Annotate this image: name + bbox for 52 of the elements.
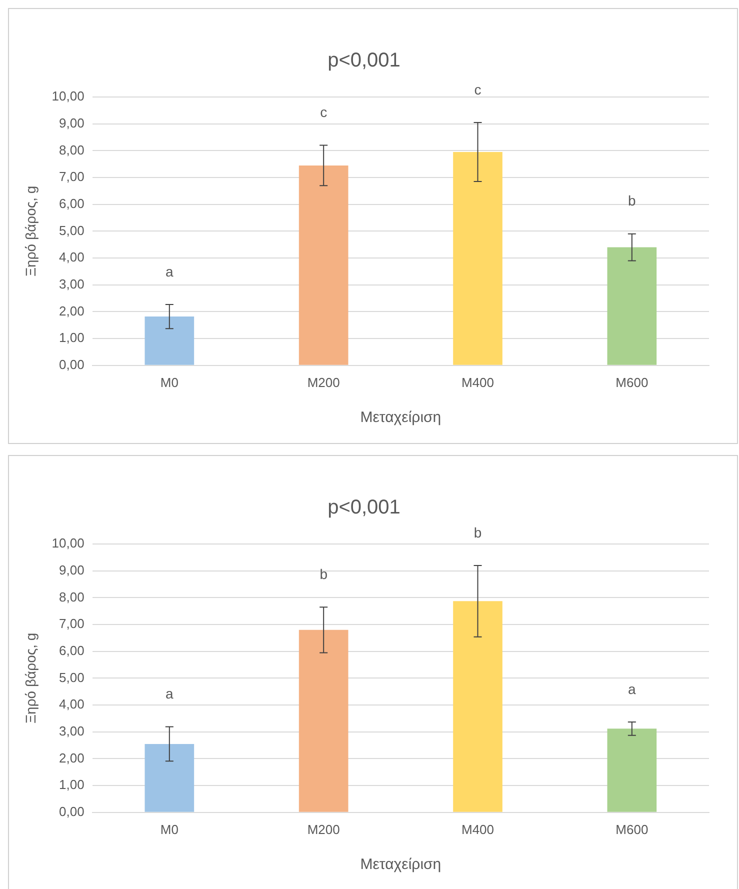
chart-title: p<0,001 [328,496,400,519]
bar [298,630,348,812]
y-tick-label: 1,00 [59,777,84,792]
y-tick-label: 10,00 [52,88,84,104]
annotation: c [320,104,328,120]
x-axis-title: Μεταχείριση [360,409,442,426]
y-tick-label: 1,00 [59,330,84,346]
annotation: a [628,680,636,697]
y-tick-label: 7,00 [59,616,84,632]
x-tick-label: M600 [616,374,648,390]
y-tick-label: 0,00 [59,356,84,372]
x-tick-label: M200 [307,822,340,837]
y-tick-label: 8,00 [59,142,84,158]
y-tick-label: 9,00 [59,562,84,578]
x-tick-label: M600 [616,822,648,837]
x-tick-label: M200 [307,374,340,390]
x-tick-label: M0 [160,822,178,837]
x-axis-title: Μεταχείριση [360,856,442,874]
annotation: c [474,81,482,98]
y-tick-label: 2,00 [59,303,84,318]
annotation: a [166,263,174,280]
x-tick-label: M0 [160,374,178,390]
annotation: b [628,192,636,209]
bar [144,316,194,365]
x-tick-label: M400 [461,374,494,390]
y-tick-label: 8,00 [59,589,84,604]
bar [298,165,348,365]
y-axis-title: Ξηρό βάρος, g [22,186,38,277]
y-tick-label: 10,00 [52,536,84,551]
y-tick-label: 5,00 [59,222,84,238]
x-tick-label: M400 [461,822,494,837]
annotation: a [166,686,174,702]
bar [144,744,194,812]
text: b [474,524,482,540]
annotation: b [320,566,328,582]
bar [453,601,502,812]
y-tick-label: 6,00 [59,196,84,211]
bar [607,728,657,812]
y-tick-label: 9,00 [59,115,84,130]
chart-title: p<0,001 [328,50,400,72]
y-tick-label: 4,00 [59,250,84,265]
y-tick-label: 5,00 [59,670,84,685]
bar [607,247,657,365]
bar [453,152,502,365]
y-axis-title: Ξηρό βάρος, g [22,632,38,724]
y-tick-label: 2,00 [59,750,84,766]
y-tick-label: 0,00 [59,804,84,819]
y-tick-label: 3,00 [59,276,84,292]
y-tick-label: 7,00 [59,169,84,184]
y-tick-label: 3,00 [59,723,84,738]
y-tick-label: 4,00 [59,696,84,712]
y-tick-label: 6,00 [59,642,84,658]
